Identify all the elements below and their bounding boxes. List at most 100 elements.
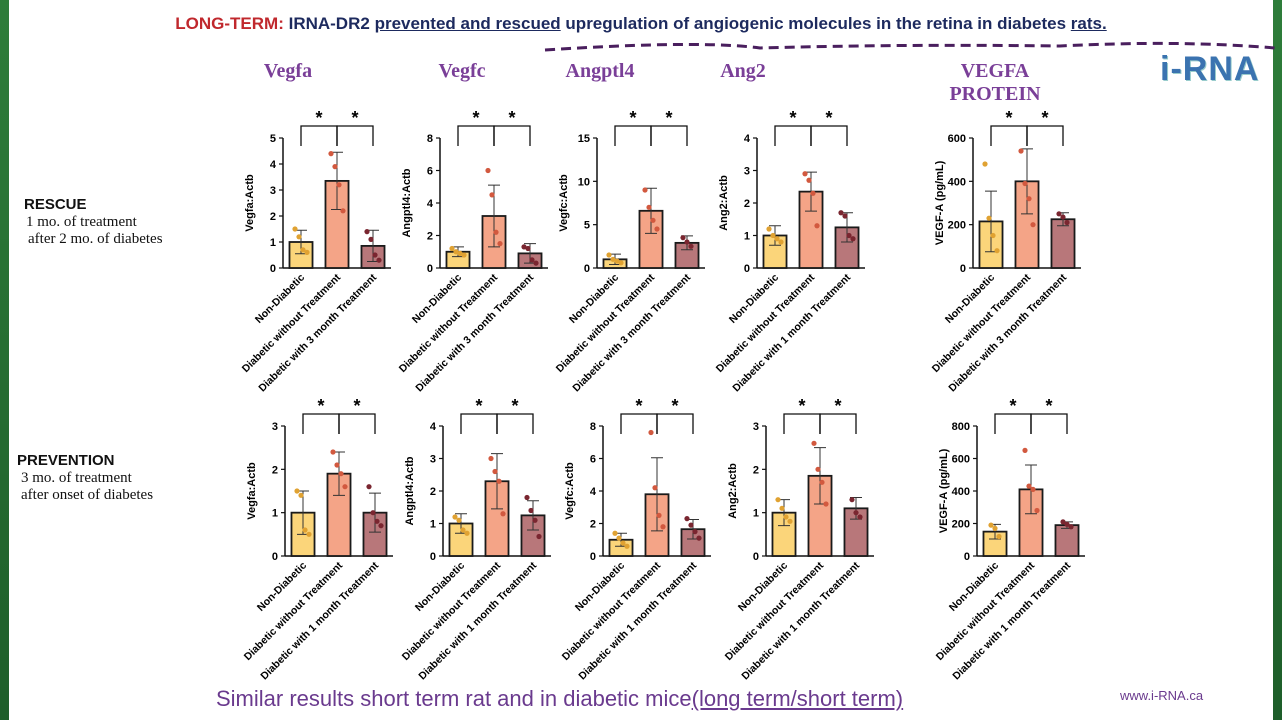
- data-point: [342, 484, 348, 490]
- header-text: upregulation of angiogenic molecules in …: [565, 14, 1067, 33]
- column-title: VEGFA PROTEIN: [949, 60, 1041, 105]
- significance-bracket: [336, 125, 374, 146]
- data-point: [688, 243, 694, 249]
- logo: i-RNA: [1160, 50, 1260, 88]
- data-point: [842, 213, 848, 219]
- data-point: [306, 531, 312, 537]
- data-point: [610, 256, 616, 262]
- data-point: [849, 497, 855, 503]
- error-bar: [651, 457, 663, 532]
- data-point: [296, 234, 302, 240]
- data-point: [453, 249, 459, 255]
- significance-bracket: [774, 125, 812, 146]
- significance-label: *: [825, 108, 832, 128]
- data-point: [497, 241, 503, 247]
- y-tick-label: 800: [952, 421, 970, 433]
- y-axis-label: VEGF-A (pg/mL): [934, 160, 946, 245]
- significance-bracket: [302, 413, 340, 434]
- data-point: [996, 533, 1002, 540]
- y-tick-label: 0: [272, 551, 278, 563]
- significance-bracket: [819, 413, 857, 434]
- significance-label: *: [511, 396, 518, 416]
- footer-link: (long term/short term): [691, 686, 904, 711]
- significance-label: *: [1041, 108, 1048, 128]
- row-label: PREVENTION 3 mo. of treatment after onse…: [17, 452, 153, 504]
- y-tick-label: 0: [430, 551, 436, 563]
- data-point: [811, 440, 817, 446]
- y-tick-label: 15: [578, 133, 590, 145]
- data-point: [814, 223, 820, 229]
- y-tick-label: 400: [952, 486, 970, 498]
- data-point: [492, 468, 498, 475]
- y-tick-label: 1: [744, 231, 750, 243]
- data-point: [336, 182, 342, 188]
- column-title: Ang2: [720, 60, 766, 82]
- y-axis-label: Vegfc:Actb: [558, 174, 570, 232]
- edge-right: [1273, 0, 1282, 720]
- y-tick-label: 2: [753, 464, 759, 476]
- y-axis-label: Ang2:Actb: [718, 175, 730, 231]
- significance-label: *: [1009, 396, 1016, 416]
- row-line: after onset of diabetes: [21, 487, 154, 503]
- data-point: [536, 533, 542, 540]
- decor-line: [544, 41, 1276, 52]
- data-point: [1026, 483, 1032, 489]
- data-point: [652, 485, 658, 491]
- header-subject: IRNA-DR2: [288, 14, 370, 33]
- footer: Similar results short term rat and in di…: [216, 686, 903, 712]
- data-point: [489, 192, 495, 198]
- data-point: [330, 449, 336, 455]
- row-label: RESCUE 1 mo. of treatment after 2 mo. of…: [24, 196, 163, 248]
- data-point: [857, 514, 863, 520]
- y-tick-label: 6: [590, 454, 596, 466]
- y-tick-label: 0: [584, 263, 590, 275]
- y-tick-label: 10: [578, 176, 590, 188]
- y-tick-label: 4: [427, 198, 434, 210]
- row-line: 3 mo. of treatment: [21, 470, 132, 486]
- data-point: [823, 501, 829, 507]
- data-point: [654, 226, 660, 232]
- data-point: [300, 247, 306, 253]
- data-point: [298, 492, 304, 498]
- data-point: [1064, 521, 1070, 527]
- data-point: [614, 258, 620, 264]
- significance-label: *: [475, 396, 482, 416]
- data-point: [370, 510, 376, 516]
- y-tick-label: 5: [270, 133, 276, 145]
- data-point: [853, 510, 859, 516]
- data-point: [680, 235, 686, 241]
- data-point: [529, 257, 535, 263]
- significance-bracket: [493, 125, 531, 146]
- significance-bracket: [1026, 125, 1064, 146]
- y-tick-label: 4: [590, 486, 597, 498]
- data-point: [986, 215, 992, 221]
- data-point: [302, 527, 308, 533]
- data-point: [1030, 486, 1036, 492]
- significance-bracket: [994, 413, 1032, 434]
- significance-bracket: [457, 125, 495, 146]
- row-line: 1 mo. of treatment: [26, 214, 137, 230]
- y-tick-label: 0: [427, 263, 433, 275]
- y-tick-label: 1: [270, 237, 276, 249]
- data-point: [1060, 519, 1066, 525]
- y-tick-label: 4: [270, 159, 277, 171]
- data-point: [988, 522, 994, 528]
- significance-bracket: [460, 413, 498, 434]
- data-point: [810, 190, 816, 196]
- data-point: [374, 518, 380, 524]
- data-point: [787, 518, 793, 524]
- significance-bracket: [1030, 413, 1068, 434]
- data-point: [338, 471, 344, 477]
- significance-bracket: [990, 125, 1028, 146]
- data-point: [618, 260, 624, 266]
- data-point: [449, 245, 455, 252]
- data-point: [368, 236, 374, 242]
- significance-bracket: [614, 125, 652, 146]
- data-point: [525, 245, 531, 252]
- data-point: [332, 164, 338, 170]
